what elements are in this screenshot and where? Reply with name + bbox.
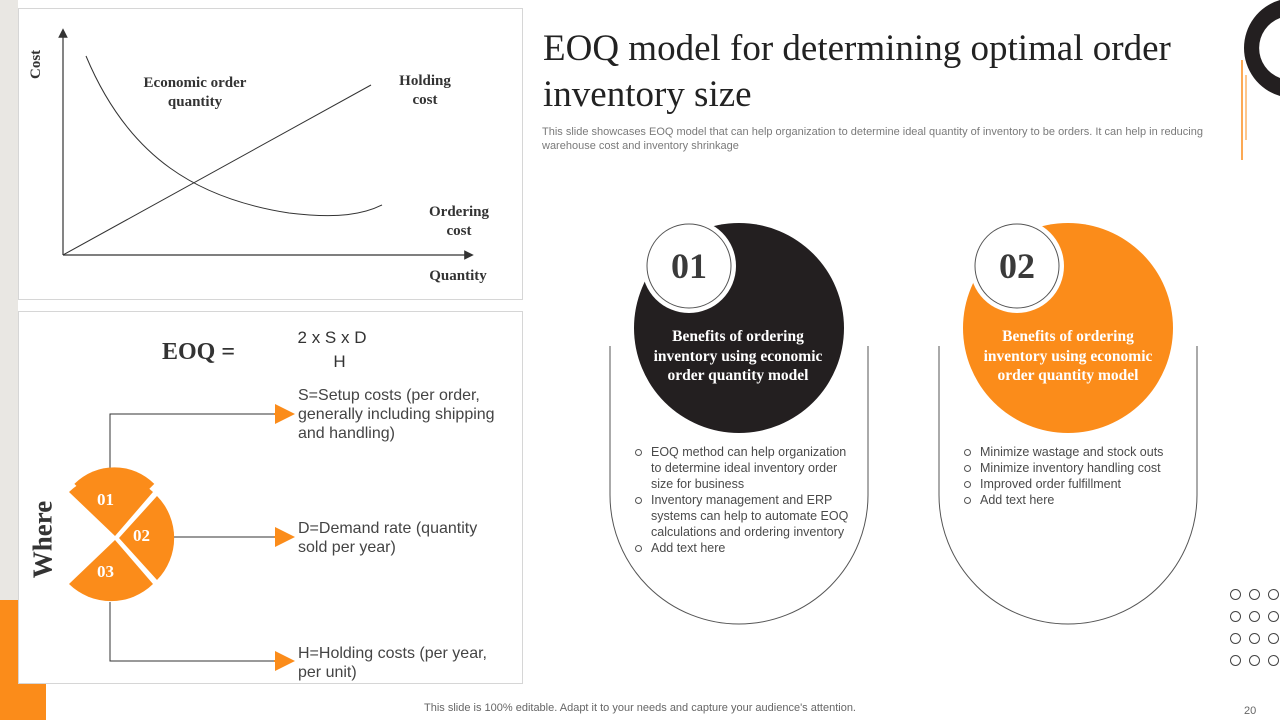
card-02-bullets: Minimize wastage and stock outs Minimize… bbox=[962, 444, 1182, 508]
ring-decoration bbox=[1241, 0, 1280, 160]
card-02-bullet: Minimize wastage and stock outs bbox=[962, 444, 1182, 460]
eoq-chart-panel: Cost Economic order quantity Holding cos… bbox=[18, 8, 523, 300]
dot-icon bbox=[1268, 611, 1279, 622]
dot-icon bbox=[1268, 589, 1279, 600]
where-segment-02: 02 bbox=[133, 526, 150, 545]
where-item-s: S=Setup costs (per order, generally incl… bbox=[298, 387, 495, 442]
where-title: Where bbox=[27, 500, 58, 579]
where-pie bbox=[69, 474, 175, 602]
where-item-d: D=Demand rate (quantity sold per year) bbox=[298, 520, 478, 556]
where-segment-01: 01 bbox=[97, 490, 114, 509]
page-number: 20 bbox=[1244, 705, 1257, 717]
dot-icon bbox=[1249, 633, 1260, 644]
eoq-curve-chart bbox=[58, 28, 474, 260]
card-02-bullet: Minimize inventory handling cost bbox=[962, 460, 1182, 476]
where-segment-02-shape bbox=[119, 496, 175, 580]
dot-icon bbox=[1230, 633, 1241, 644]
dot-icon bbox=[1230, 611, 1241, 622]
footer-note: This slide is 100% editable. Adapt it to… bbox=[424, 702, 856, 714]
eoq-formula-label: EOQ = bbox=[162, 339, 236, 365]
page-title: EOQ model for determining optimal order … bbox=[543, 28, 1171, 115]
dot-icon bbox=[1249, 611, 1260, 622]
dot-grid-decoration bbox=[1230, 589, 1279, 666]
where-segment-01-shape bbox=[69, 474, 153, 536]
connector-s bbox=[109, 413, 281, 472]
where-segment-03-shape bbox=[69, 540, 153, 602]
dot-icon bbox=[1249, 589, 1260, 600]
eoq-label: Economic order quantity bbox=[143, 75, 247, 110]
holding-cost-line bbox=[62, 84, 372, 256]
card-01-badge bbox=[646, 223, 732, 309]
card-02-heading: Benefits of ordering inventory using eco… bbox=[983, 328, 1153, 384]
card-01-bullets: EOQ method can help organization to dete… bbox=[633, 444, 849, 556]
ordering-cost-label: Ordering cost bbox=[429, 204, 489, 239]
formula-denominator: H bbox=[333, 352, 346, 371]
page-subtitle: This slide showcases EOQ model that can … bbox=[542, 126, 1203, 152]
formula-panel: EOQ = 2 x S x D H 01 02 03 Where S=Setup… bbox=[18, 311, 523, 684]
card-02-badge bbox=[974, 223, 1060, 309]
card-01-number: 01 bbox=[671, 246, 707, 286]
card-01-bullet: EOQ method can help organization to dete… bbox=[633, 444, 849, 492]
card-01-outline bbox=[609, 346, 869, 625]
dot-icon bbox=[1268, 633, 1279, 644]
holding-cost-label: Holding cost bbox=[399, 73, 451, 108]
card-02-frame bbox=[938, 219, 1198, 625]
card-01-frame bbox=[609, 219, 869, 625]
card-01-heading: Benefits of ordering inventory using eco… bbox=[653, 328, 823, 384]
card-02-number: 02 bbox=[999, 246, 1035, 286]
dot-icon bbox=[1230, 589, 1241, 600]
left-decor-strip bbox=[0, 0, 18, 720]
where-item-h: H=Holding costs (per year, per unit) bbox=[298, 645, 487, 681]
y-axis-label: Cost bbox=[28, 49, 44, 79]
dot-icon bbox=[1249, 655, 1260, 666]
dot-icon bbox=[1268, 655, 1279, 666]
x-axis-label: Quantity bbox=[429, 268, 487, 284]
card-01-bullet: Add text here bbox=[633, 540, 849, 556]
dot-icon bbox=[1230, 655, 1241, 666]
card-02-bullet: Improved order fulfillment bbox=[962, 476, 1182, 492]
card-01-bullet: Inventory management and ERP systems can… bbox=[633, 492, 849, 540]
connector-h bbox=[109, 602, 281, 662]
card-02-outline bbox=[938, 346, 1198, 625]
where-segment-03: 03 bbox=[97, 562, 114, 581]
formula-numerator: 2 x S x D bbox=[297, 328, 367, 347]
card-02-bullet: Add text here bbox=[962, 492, 1182, 508]
ordering-cost-curve bbox=[85, 55, 383, 217]
